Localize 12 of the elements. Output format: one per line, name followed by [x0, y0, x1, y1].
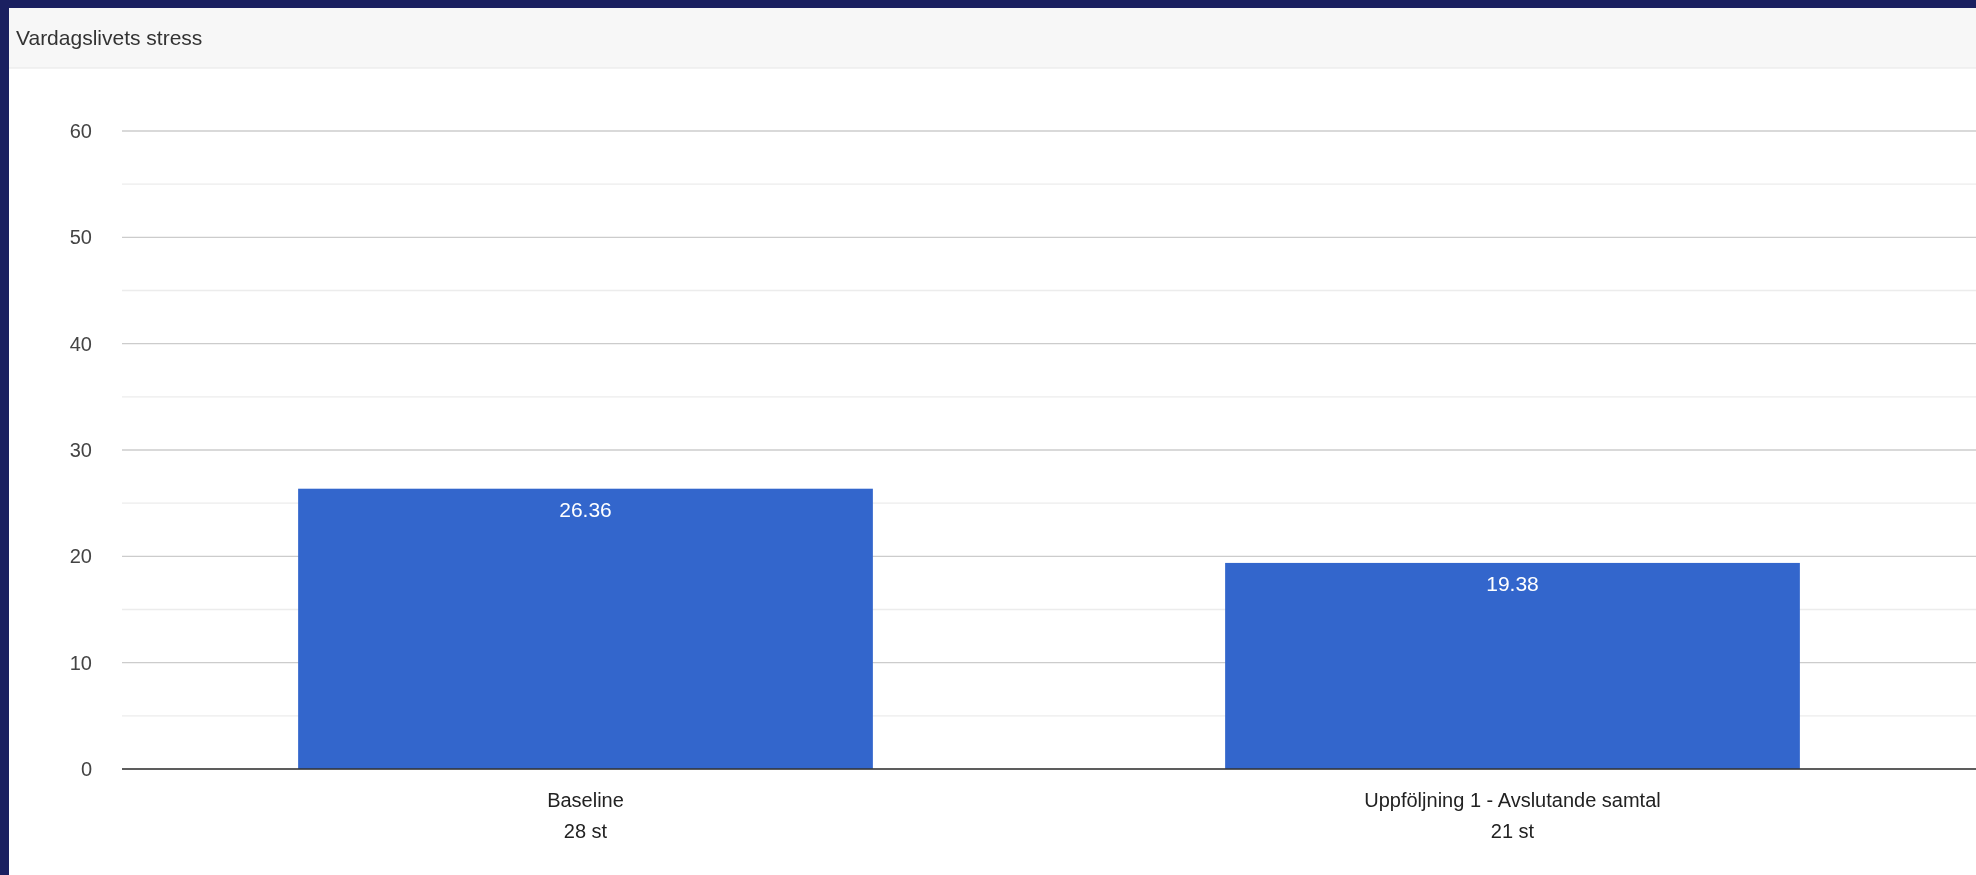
- chart-title: Vardagslivets stress: [16, 26, 203, 49]
- x-tick-label: Baseline 28 st: [547, 789, 624, 842]
- y-tick-label: 40: [69, 332, 92, 355]
- y-tick-label: 20: [69, 545, 92, 568]
- y-tick-label: 30: [69, 439, 92, 461]
- y-tick-label: 50: [69, 226, 92, 249]
- y-tick-label: 10: [69, 651, 92, 674]
- y-tick-label: 60: [69, 120, 92, 142]
- data-label: 19.38: [1486, 571, 1539, 595]
- y-tick-label: 0: [80, 758, 92, 780]
- x-tick-label: Uppföljning 1 - Avslutande samtal 21 st: [1364, 789, 1661, 842]
- data-label: 26.36: [559, 497, 612, 521]
